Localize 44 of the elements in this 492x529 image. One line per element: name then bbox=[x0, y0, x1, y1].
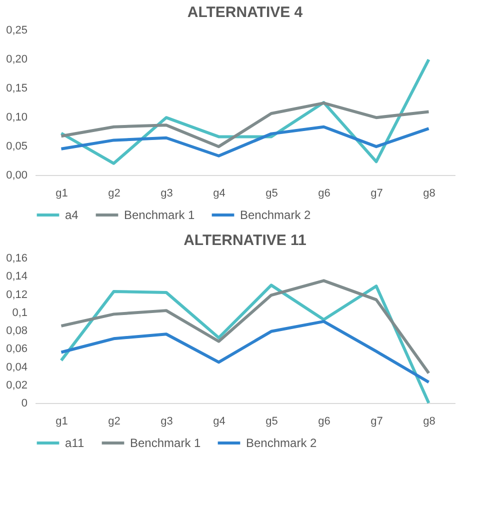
legend-label: Benchmark 1 bbox=[124, 208, 196, 222]
x-tick-label: g1 bbox=[56, 188, 68, 200]
y-tick-label: 0,12 bbox=[6, 288, 28, 301]
legend-label: Benchmark 2 bbox=[240, 208, 312, 222]
line-series bbox=[60, 284, 430, 404]
x-tick-label: g6 bbox=[318, 188, 330, 200]
y-tick-label: 0,02 bbox=[6, 379, 28, 392]
y-tick-label: 0,08 bbox=[6, 325, 28, 337]
x-tick-label: g6 bbox=[318, 416, 330, 428]
y-tick-label: 0,05 bbox=[6, 140, 28, 152]
x-tick-label: g5 bbox=[266, 416, 278, 428]
line-series bbox=[60, 320, 430, 384]
x-tick-label: g3 bbox=[160, 188, 173, 200]
line-series bbox=[60, 102, 430, 148]
y-tick-label: 0 bbox=[21, 398, 28, 410]
x-tick-label: g5 bbox=[266, 188, 278, 200]
y-tick-label: 0,25 bbox=[6, 24, 28, 36]
x-tick-label: g3 bbox=[160, 416, 173, 428]
legend-label: Benchmark 2 bbox=[246, 436, 318, 450]
chart-title: ALTERNATIVE 4 bbox=[187, 4, 304, 21]
legend-label: Benchmark 1 bbox=[130, 436, 202, 450]
x-tick-label: g7 bbox=[370, 188, 383, 200]
line-series bbox=[60, 125, 430, 158]
chart-title: ALTERNATIVE 11 bbox=[184, 232, 306, 249]
y-tick-label: 0,14 bbox=[6, 270, 28, 283]
x-tick-label: g4 bbox=[213, 416, 226, 428]
y-tick-label: 0,20 bbox=[6, 54, 28, 66]
legend-label: a4 bbox=[65, 208, 79, 222]
x-tick-label: g2 bbox=[108, 188, 120, 200]
x-tick-label: g8 bbox=[423, 188, 436, 200]
y-tick-label: 0,1 bbox=[12, 306, 28, 319]
legend-label: a11 bbox=[65, 436, 84, 450]
x-tick-label: g2 bbox=[108, 416, 120, 428]
x-tick-label: g4 bbox=[213, 188, 226, 200]
y-tick-label: 0,10 bbox=[6, 112, 28, 124]
x-tick-label: g7 bbox=[370, 416, 383, 428]
y-tick-label: 0,16 bbox=[6, 252, 28, 264]
y-tick-label: 0,00 bbox=[6, 170, 28, 182]
y-tick-label: 0,06 bbox=[6, 343, 28, 356]
y-tick-label: 0,15 bbox=[6, 82, 28, 94]
y-tick-label: 0,04 bbox=[6, 361, 28, 374]
x-tick-label: g1 bbox=[56, 416, 68, 428]
x-tick-label: g8 bbox=[423, 416, 436, 428]
line-series bbox=[60, 279, 430, 375]
